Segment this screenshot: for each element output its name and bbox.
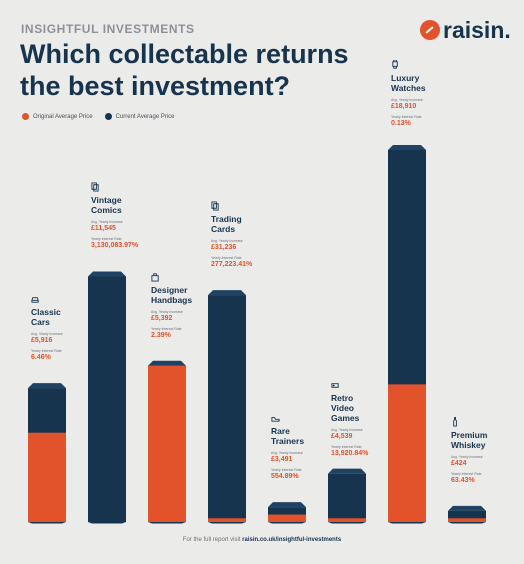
brand-name: raisin. [443, 16, 511, 43]
increase-caption: Avg. Yearly Increase [31, 332, 63, 337]
bar-original-0 [28, 432, 66, 522]
brand-logo: raisin. [420, 16, 511, 43]
legend-swatch-original [22, 113, 29, 120]
increase-caption: Avg. Yearly Increase [391, 98, 423, 102]
increase-value: £3,491 [271, 456, 293, 464]
footer-link[interactable]: raisin.co.uk/insightful-investments [242, 537, 342, 543]
rate-caption: Yearly Interest Rate [211, 256, 242, 261]
bar-current-3 [208, 290, 246, 524]
bar-label-2: Designer Handbags Avg. Yearly Increase £5,… [151, 272, 231, 339]
rate-caption: Yearly Interest Rate [331, 444, 362, 449]
category-name: Vintage Comics [91, 195, 122, 216]
category-name: Retro Video Games [331, 392, 360, 423]
rate-value: 6.46% [31, 354, 51, 362]
increase-caption: Avg. Yearly Increase [331, 427, 363, 432]
increase-value: £4,539 [331, 432, 353, 440]
raisin-logo-icon [420, 20, 440, 40]
bar-current-7 [448, 505, 486, 524]
rate-caption: Yearly Interest Rate [151, 326, 182, 331]
bar-label-4: Rare Trainers Avg. Yearly Increase £3,491 Y… [271, 413, 351, 480]
handbag-icon [151, 273, 159, 282]
car-icon [31, 297, 39, 303]
cards-icon [211, 201, 219, 211]
gamepad-icon [331, 382, 339, 388]
bottle-icon [453, 416, 457, 427]
bar-original-6 [388, 384, 426, 522]
bar-label-1: Vintage Comics Avg. Yearly Increase £11,54… [91, 182, 171, 249]
rate-value: 2.39% [151, 331, 171, 339]
increase-value: £424 [451, 459, 467, 467]
increase-value: £31,236 [211, 244, 237, 252]
bar-label-0: Classic Cars Avg. Yearly Increase £5,916 Ye… [31, 294, 111, 361]
legend-swatch-current [104, 113, 112, 120]
category-name: Rare Trainers [271, 426, 305, 447]
bar-original-3 [208, 518, 246, 522]
rate-value: 0.13% [391, 120, 411, 127]
increase-value: £5,916 [31, 337, 53, 345]
comic-icon [91, 182, 99, 192]
bar-current-1 [88, 271, 126, 524]
category-name: Luxury Watches [391, 73, 426, 93]
increase-caption: Avg. Yearly Increase [211, 239, 243, 244]
legend-item-original: Original Average Price [22, 113, 93, 120]
rate-value: 13,920.84% [331, 449, 369, 457]
increase-value: £5,392 [151, 314, 173, 322]
trainer-icon [271, 417, 280, 422]
rate-value: 554.89% [271, 473, 299, 481]
bar-label-3: Trading Cards Avg. Yearly Increase £31,236… [211, 201, 291, 268]
bar-original-7 [448, 518, 486, 522]
page-title: Which collectable returns the best inves… [20, 39, 349, 101]
rate-value: 277,223.41% [211, 261, 253, 269]
increase-value: £18,910 [391, 103, 417, 110]
rate-caption: Yearly Interest Rate [31, 349, 62, 354]
legend-label-original: Original Average Price [33, 113, 93, 120]
bar-original-5 [328, 518, 366, 522]
legend-label-current: Current Average Price [115, 113, 175, 120]
increase-value: £11,545 [91, 225, 116, 233]
rate-caption: Yearly Interest Rate [391, 115, 422, 119]
rate-caption: Yearly Interest Rate [91, 237, 122, 242]
bar-label-6: Luxury Watches Avg. Yearly Increase £18,91… [391, 60, 471, 127]
increase-caption: Avg. Yearly Increase [451, 454, 483, 459]
bar-label-5: Retro Video Games Avg. Yearly Increase £4,… [331, 380, 411, 457]
bar-current-5 [328, 468, 366, 524]
footer: For the full report visit raisin.co.uk/i… [0, 537, 524, 543]
category-name: Classic Cars [31, 307, 61, 328]
bar-original-2 [148, 365, 186, 522]
chart-legend: Original Average Price Current Average P… [22, 113, 187, 120]
category-name: Premium Whiskey [451, 429, 488, 450]
footer-prefix: For the full report visit [182, 537, 241, 543]
legend-item-current: Current Average Price [104, 113, 175, 120]
watch-icon [392, 60, 398, 69]
rate-caption: Yearly Interest Rate [451, 471, 482, 476]
increase-caption: Avg. Yearly Increase [91, 220, 123, 225]
rate-value: 63.43% [451, 476, 475, 484]
eyebrow-label: INSIGHTFUL INVESTMENTS [21, 22, 195, 36]
category-name: Trading Cards [211, 214, 242, 235]
increase-caption: Avg. Yearly Increase [151, 309, 183, 314]
rate-caption: Yearly Interest Rate [271, 468, 302, 473]
bar-label-7: Premium Whiskey Avg. Yearly Increase £424 Y… [451, 416, 524, 484]
category-name: Designer Handbags [151, 284, 193, 305]
increase-caption: Avg. Yearly Increase [271, 451, 303, 456]
rate-value: 3,130,083.97% [91, 242, 139, 250]
bar-original-4 [268, 514, 306, 522]
